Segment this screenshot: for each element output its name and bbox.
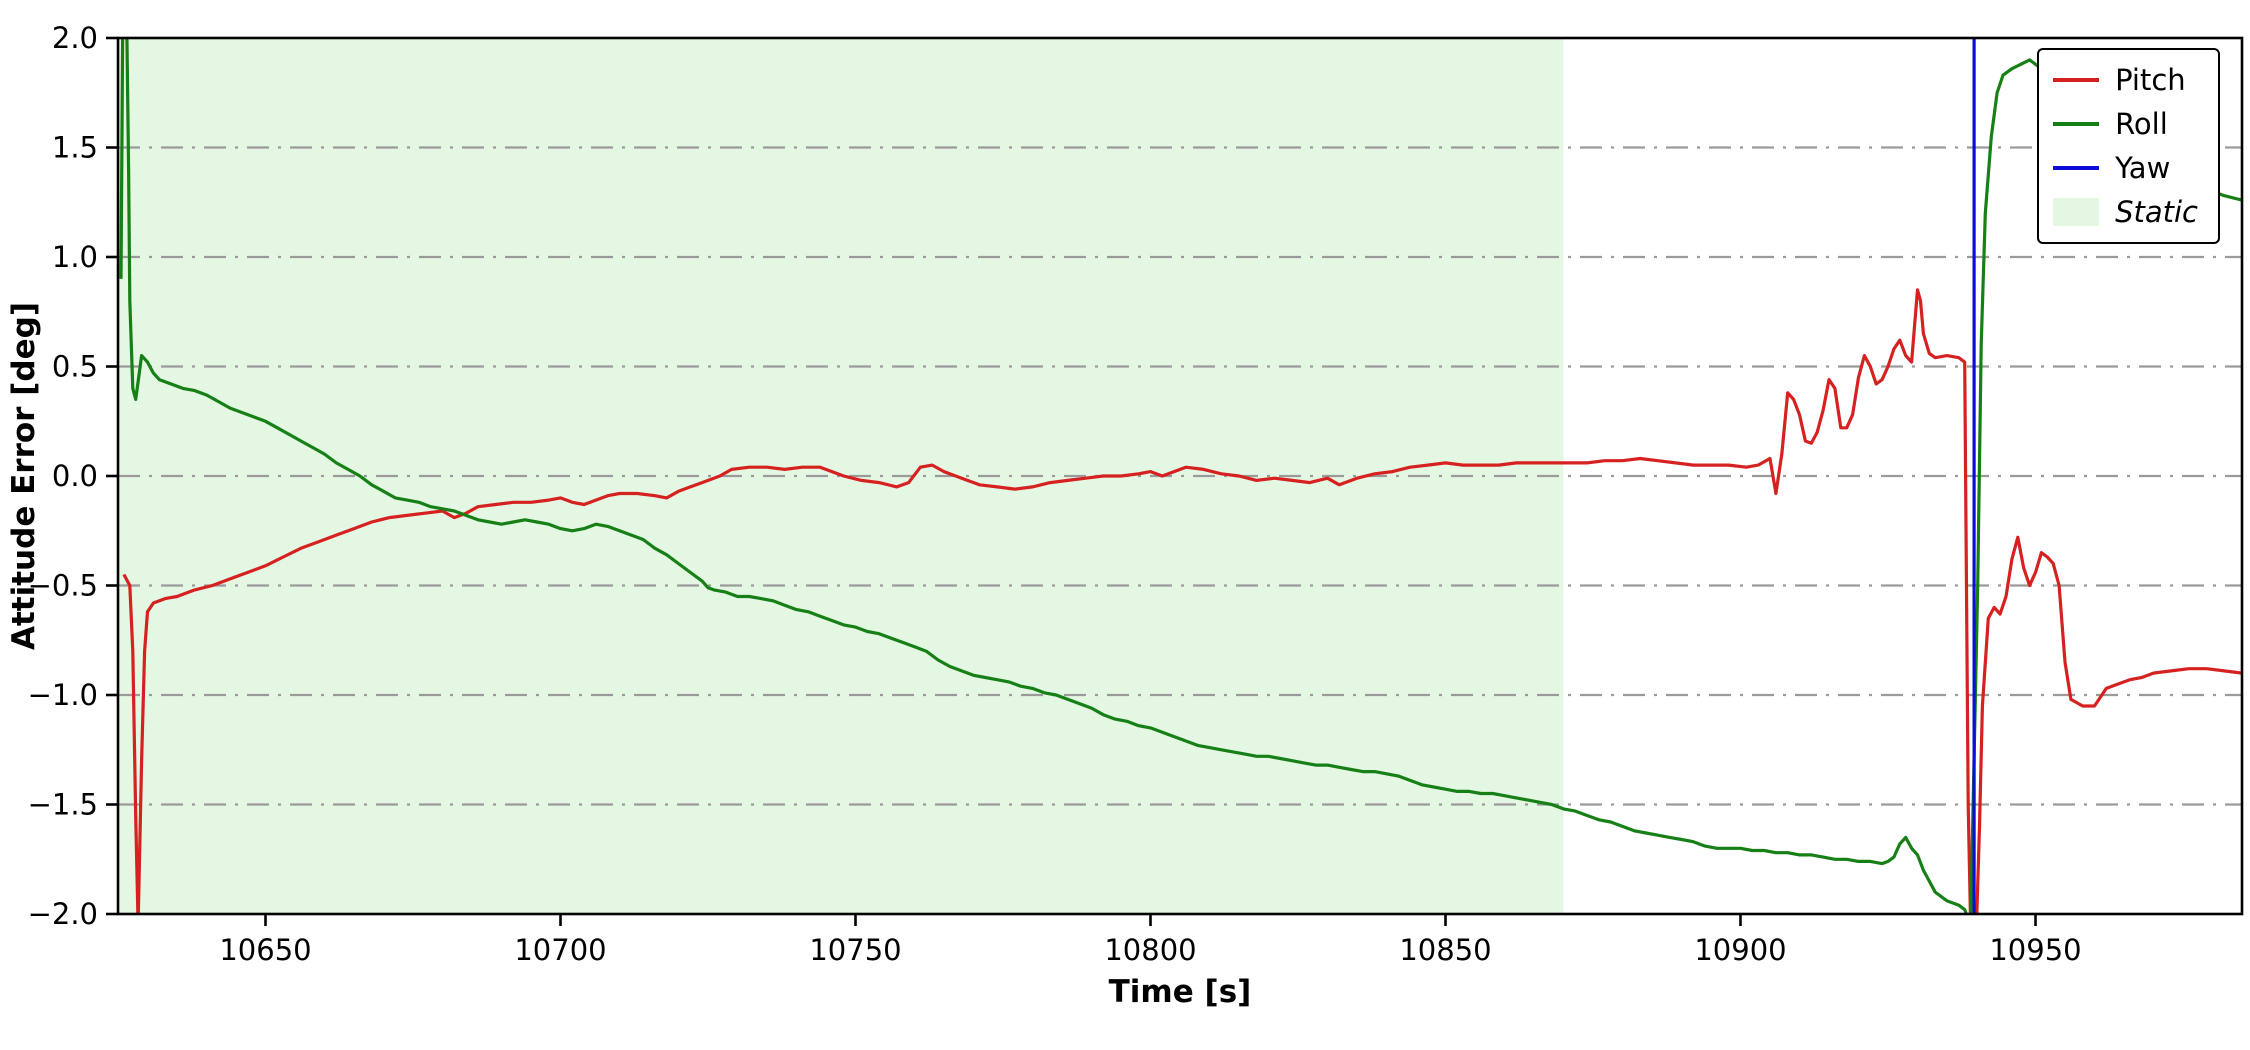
x-tick-label: 10950: [1989, 933, 2081, 967]
pitch-line-swatch: [2053, 78, 2100, 82]
x-tick-label: 10750: [809, 933, 901, 967]
legend: Pitch Roll Yaw Static: [2037, 48, 2220, 244]
legend-item-yaw: Yaw: [2053, 148, 2198, 188]
legend-label-static: Static: [2115, 195, 2198, 229]
y-tick-label: −0.5: [28, 569, 98, 603]
y-axis-label: Attitude Error [deg]: [6, 302, 42, 650]
x-axis-label: Time [s]: [1109, 974, 1252, 1010]
x-tick-label: 10900: [1694, 933, 1786, 967]
series-group: [119, 38, 2242, 914]
x-tick-label: 10700: [514, 933, 606, 967]
legend-label-yaw: Yaw: [2115, 151, 2171, 185]
axis-ticks: 10650 10700 10750 10800 10850 10900 10950 −2.0 −…: [28, 21, 2082, 967]
x-tick-label: 10650: [219, 933, 311, 967]
y-tick-label: 1.5: [52, 131, 98, 165]
legend-label-pitch: Pitch: [2115, 63, 2186, 97]
legend-item-roll: Roll: [2053, 104, 2198, 144]
y-tick-label: −2.0: [28, 897, 98, 931]
legend-item-static: Static: [2053, 192, 2198, 232]
x-tick-label: 10800: [1104, 933, 1196, 967]
roll-line-swatch: [2053, 122, 2100, 126]
y-tick-label: −1.5: [28, 788, 98, 822]
series-roll-line: [119, 38, 2242, 914]
yaw-line-swatch: [2053, 166, 2100, 170]
y-tick-label: 2.0: [52, 21, 98, 55]
y-tick-label: −1.0: [28, 678, 98, 712]
legend-label-roll: Roll: [2115, 107, 2168, 141]
y-tick-label: 0.0: [52, 459, 98, 493]
legend-item-pitch: Pitch: [2053, 60, 2198, 100]
y-tick-label: 0.5: [52, 350, 98, 384]
x-tick-label: 10850: [1399, 933, 1491, 967]
series-pitch-line: [122, 288, 2242, 914]
static-patch-swatch: [2053, 198, 2100, 226]
y-tick-label: 1.0: [52, 240, 98, 274]
